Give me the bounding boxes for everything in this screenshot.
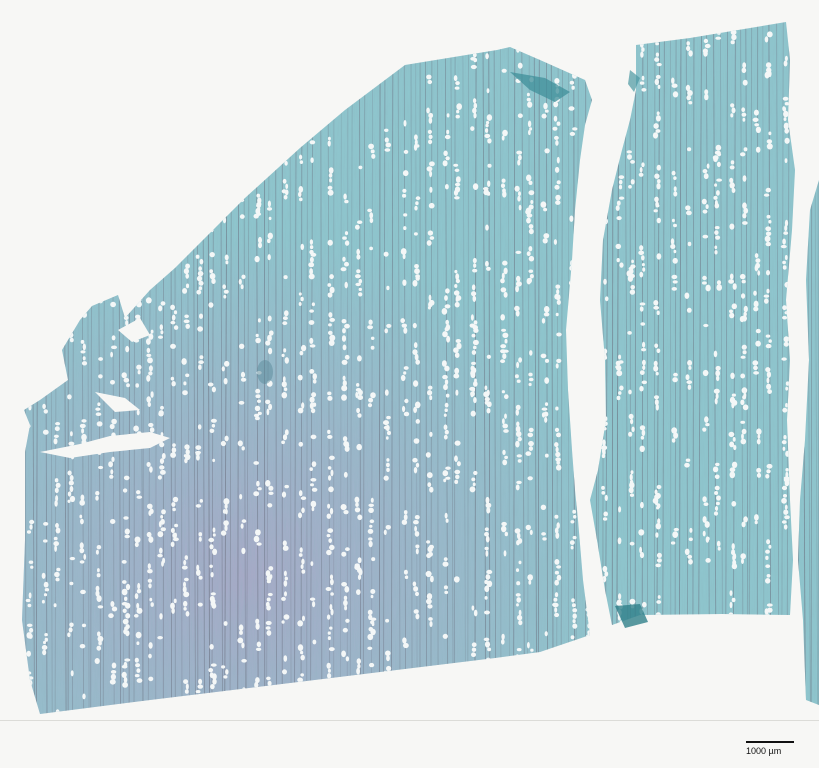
scale-bar-line: [746, 741, 794, 743]
slide-edge-line: [0, 720, 819, 721]
scale-bar-label: 1000 µm: [746, 746, 782, 756]
scale-bar: 1000 µm: [746, 741, 794, 761]
